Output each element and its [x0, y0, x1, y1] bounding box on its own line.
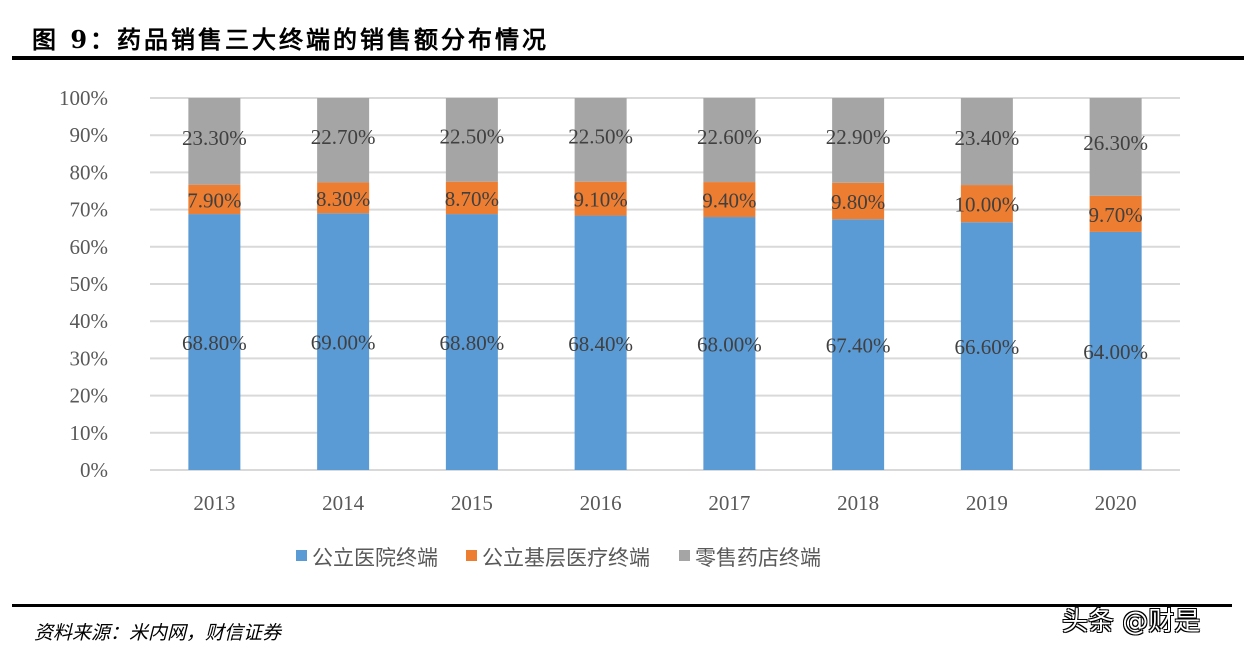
- data-label: 22.70%: [311, 125, 376, 149]
- data-label: 64.00%: [1083, 340, 1148, 364]
- data-label: 68.80%: [440, 331, 505, 355]
- data-label: 68.00%: [697, 333, 762, 357]
- legend-label: 公立基层医疗终端: [482, 546, 650, 570]
- y-tick-label: 50%: [70, 272, 109, 296]
- bar-segment: [445, 214, 498, 470]
- data-label: 22.90%: [826, 125, 891, 149]
- legend-label: 公立医院终端: [312, 546, 438, 570]
- data-label: 23.40%: [955, 126, 1020, 150]
- bar-segment: [317, 182, 370, 214]
- bar-segment: [703, 98, 756, 183]
- x-tick-label: 2016: [580, 491, 622, 515]
- data-label: 22.50%: [440, 125, 505, 149]
- y-tick-label: 90%: [70, 123, 109, 147]
- bar-segment: [574, 181, 627, 216]
- figure-title: 图 9：药品销售三大终端的销售额分布情况: [32, 25, 550, 54]
- y-tick-label: 70%: [70, 198, 109, 222]
- y-tick-label: 100%: [59, 86, 108, 110]
- bar-segment: [574, 98, 627, 182]
- data-label: 26.30%: [1083, 131, 1148, 155]
- bar-segment: [703, 182, 756, 218]
- data-label: 8.70%: [445, 187, 499, 211]
- y-tick-label: 60%: [70, 235, 109, 259]
- bar-segment: [832, 98, 885, 183]
- x-tick-label: 2019: [966, 491, 1008, 515]
- legend-swatch: [679, 550, 690, 561]
- data-label: 9.80%: [831, 190, 885, 214]
- bar-segment: [1089, 98, 1142, 196]
- data-label: 8.30%: [316, 187, 370, 211]
- data-label: 22.50%: [568, 125, 633, 149]
- bar-segment: [1089, 195, 1142, 232]
- data-label: 10.00%: [955, 193, 1020, 217]
- data-label: 66.60%: [955, 335, 1020, 359]
- data-label: 7.90%: [187, 188, 241, 212]
- data-label: 9.40%: [702, 189, 756, 213]
- data-label: 9.70%: [1089, 203, 1143, 227]
- bar-segment: [574, 215, 627, 470]
- x-tick-label: 2017: [708, 491, 750, 515]
- bar-segment: [960, 185, 1013, 223]
- data-label: 22.60%: [697, 125, 762, 149]
- bar-segment: [832, 182, 885, 220]
- x-tick-label: 2018: [837, 491, 879, 515]
- legend-swatch: [296, 550, 307, 561]
- y-tick-label: 20%: [70, 384, 109, 408]
- bar-segment: [445, 98, 498, 182]
- y-tick-label: 30%: [70, 346, 109, 370]
- stacked-bar-chart: 0% 10% 20% 30% 40% 50% 60% 70% 80% 90% 100% 68.80% 7…: [59, 86, 1180, 570]
- source-note: 资料来源：米内网，财信证券: [34, 622, 282, 644]
- bar-segment: [832, 219, 885, 470]
- data-label: 69.00%: [311, 331, 376, 355]
- top-rule: [12, 56, 1244, 60]
- data-label: 23.30%: [182, 126, 247, 150]
- data-label: 9.10%: [574, 188, 628, 212]
- x-tick-label: 2013: [193, 491, 235, 515]
- bar-segment: [317, 98, 370, 183]
- x-tick-label: 2014: [322, 491, 365, 515]
- bar-segment: [188, 214, 241, 470]
- x-tick-label: 2015: [451, 491, 493, 515]
- y-tick-label: 80%: [70, 160, 109, 184]
- x-tick-label: 2020: [1095, 491, 1137, 515]
- bar-segment: [317, 213, 370, 470]
- bar-segment: [960, 98, 1013, 186]
- y-tick-label: 10%: [70, 421, 109, 445]
- watermark: 头条 @财是: [1062, 607, 1201, 637]
- legend-label: 零售药店终端: [695, 546, 821, 570]
- bar-segment: [703, 217, 756, 470]
- bar-segment: [445, 181, 498, 215]
- bar-segment: [188, 184, 241, 215]
- legend-swatch: [466, 550, 477, 561]
- bar-segment: [1089, 231, 1142, 470]
- y-tick-label: 0%: [80, 458, 108, 482]
- bottom-rule: [12, 604, 1232, 607]
- data-label: 68.80%: [182, 331, 247, 355]
- bar-segment: [188, 98, 241, 185]
- data-label: 67.40%: [826, 334, 891, 358]
- y-tick-label: 40%: [70, 309, 109, 333]
- data-label: 68.40%: [568, 332, 633, 356]
- bar-segment: [960, 222, 1013, 470]
